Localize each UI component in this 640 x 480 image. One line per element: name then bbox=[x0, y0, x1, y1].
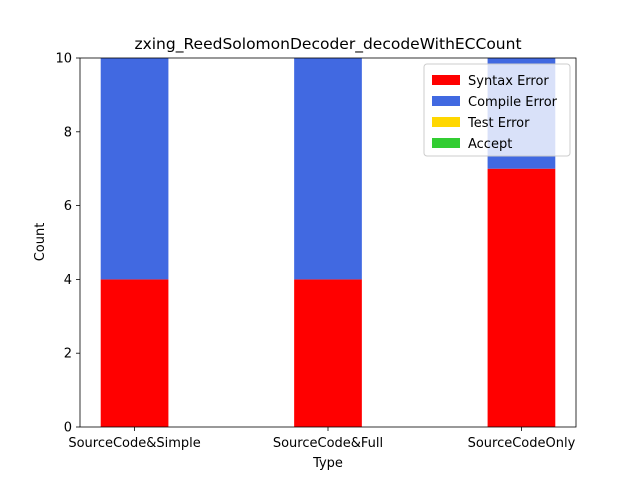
x-tick-label: SourceCodeOnly bbox=[468, 436, 576, 451]
bar-syntax-error-2 bbox=[487, 168, 556, 427]
y-tick-label: 2 bbox=[64, 347, 72, 362]
y-tick-label: 10 bbox=[55, 52, 72, 67]
legend-swatch bbox=[432, 117, 460, 127]
y-axis-ticks: 0 2 4 6 8 10 bbox=[55, 52, 80, 436]
legend-swatch bbox=[432, 96, 460, 106]
x-tick-label: SourceCode&Full bbox=[273, 436, 383, 451]
y-axis-label: Count bbox=[33, 223, 48, 262]
legend-label: Accept bbox=[468, 137, 512, 152]
legend-label: Compile Error bbox=[468, 95, 558, 110]
bar-compile-error-1 bbox=[294, 58, 362, 280]
legend: Syntax Error Compile Error Test Error Accep… bbox=[423, 63, 571, 157]
bar-syntax-error-0 bbox=[100, 279, 169, 427]
x-axis-ticks: SourceCode&Simple SourceCode&Full SourceCo… bbox=[68, 427, 576, 451]
chart-title: zxing_ReedSolomonDecoder_decodeWithECCou… bbox=[134, 35, 521, 54]
legend-box bbox=[423, 63, 571, 157]
bar-compile-error-0 bbox=[100, 58, 169, 280]
legend-swatch bbox=[432, 75, 460, 85]
legend-swatch bbox=[432, 138, 460, 148]
y-tick-label: 4 bbox=[64, 273, 72, 288]
y-tick-label: 0 bbox=[64, 421, 72, 436]
bar-syntax-error-1 bbox=[294, 279, 362, 427]
y-tick-label: 6 bbox=[64, 199, 72, 214]
x-tick-label: SourceCode&Simple bbox=[68, 436, 200, 451]
legend-label: Syntax Error bbox=[468, 74, 549, 89]
legend-label: Test Error bbox=[467, 116, 530, 131]
x-axis-label: Type bbox=[312, 456, 343, 471]
y-tick-label: 8 bbox=[64, 125, 72, 140]
plot-area bbox=[79, 57, 577, 428]
